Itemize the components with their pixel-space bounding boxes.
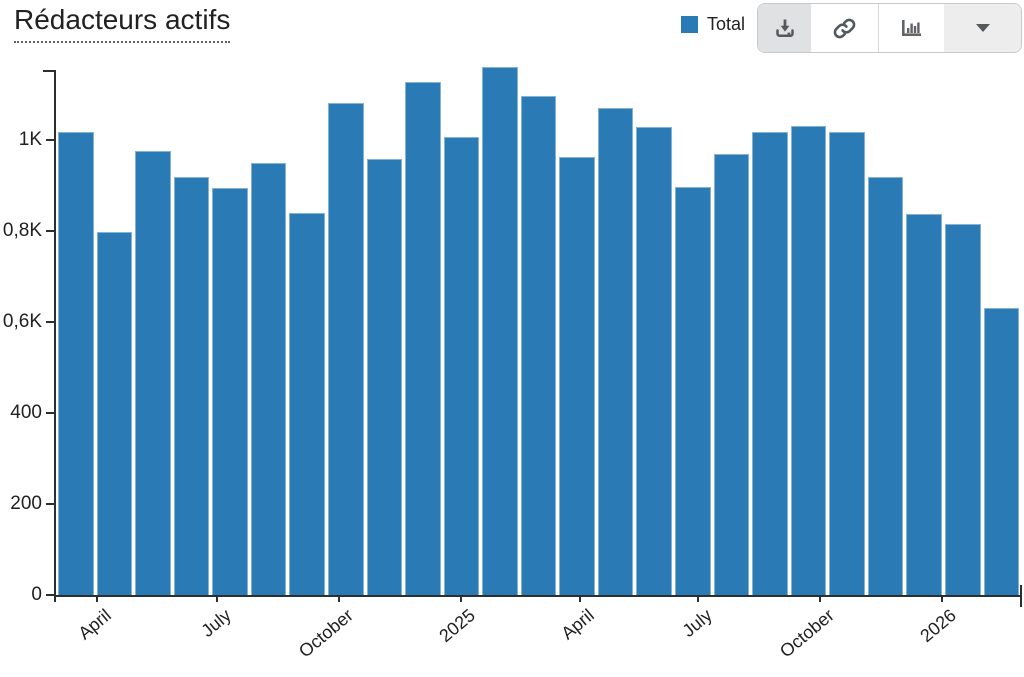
chart-type-button[interactable]: [878, 4, 944, 52]
bar-2025-05[interactable]: [597, 108, 634, 595]
bar-2024-07[interactable]: [212, 187, 248, 595]
x-tick-mark: [819, 595, 822, 602]
download-icon: [774, 17, 796, 39]
legend-label: Total: [707, 14, 746, 34]
x-axis: [54, 595, 1022, 597]
bar-2024-08[interactable]: [250, 162, 287, 595]
y-tick-label: 0: [31, 584, 42, 605]
bar-2025-06[interactable]: [636, 126, 672, 595]
bar-2024-04[interactable]: [96, 232, 133, 595]
y-tick-label: 400: [10, 402, 42, 423]
bar-2024-05[interactable]: [135, 151, 171, 595]
permalink-button[interactable]: [811, 4, 878, 52]
bar-2024-03[interactable]: [58, 131, 94, 595]
y-tick-label: 200: [10, 493, 42, 514]
x-tick-mark: [697, 595, 700, 602]
bar-2024-10[interactable]: [327, 103, 364, 595]
y-tick-mark: [46, 412, 54, 414]
bar-2024-09[interactable]: [289, 212, 325, 595]
bar-2025-01[interactable]: [443, 136, 480, 595]
more-options-button[interactable]: [944, 4, 1021, 52]
y-tick-mark: [46, 321, 54, 323]
y-tick-label: 1K: [18, 129, 42, 151]
bar-2025-07[interactable]: [675, 187, 711, 595]
bar-2025-03[interactable]: [520, 95, 557, 595]
link-icon: [833, 17, 856, 40]
chart-toolbar: [757, 3, 1022, 53]
bar-2024-06[interactable]: [173, 176, 210, 595]
y-tick-label: 0,8K: [2, 220, 42, 241]
bar-2025-04[interactable]: [559, 156, 595, 595]
bar-2025-02[interactable]: [482, 67, 518, 595]
x-tick-mark: [940, 595, 943, 602]
x-axis-origin-tick: [54, 595, 56, 602]
bar-2025-11[interactable]: [829, 132, 865, 595]
bar-2026-01[interactable]: [906, 214, 942, 595]
y-tick-mark: [46, 230, 54, 232]
x-tick-mark: [216, 595, 219, 602]
x-tick-mark: [578, 595, 581, 602]
bar-2024-12[interactable]: [405, 81, 441, 595]
bar-series-total: [56, 67, 1022, 595]
y-tick-mark: [46, 594, 54, 596]
bar-2024-11[interactable]: [366, 158, 403, 595]
y-tick-mark: [46, 503, 54, 505]
y-tick-mark: [46, 139, 54, 142]
y-axis-end-tick: [43, 70, 54, 72]
caret-down-icon: [975, 24, 990, 32]
y-axis: [54, 70, 56, 597]
legend[interactable]: Total: [681, 14, 745, 35]
x-tick-mark: [95, 595, 98, 602]
x-tick-mark: [459, 595, 462, 602]
plot-area: 0 200 400 0,6K 0,8K 1K April July October 2025 Apr…: [3, 67, 1022, 661]
bar-2026-02[interactable]: [944, 223, 981, 595]
page-title: Rédacteurs actifs: [14, 3, 231, 43]
bar-chart-icon: [899, 17, 924, 39]
download-button[interactable]: [758, 4, 811, 52]
bar-2025-09[interactable]: [752, 131, 788, 595]
bar-2025-12[interactable]: [867, 177, 904, 595]
legend-swatch-total: [681, 16, 698, 33]
x-axis-end-tick: [1020, 585, 1022, 607]
bar-2025-10[interactable]: [790, 126, 827, 595]
y-tick-label: 0,6K: [2, 311, 42, 332]
bar-2025-08[interactable]: [713, 153, 750, 595]
x-tick-mark: [338, 595, 341, 602]
bar-2026-03[interactable]: [983, 308, 1020, 595]
